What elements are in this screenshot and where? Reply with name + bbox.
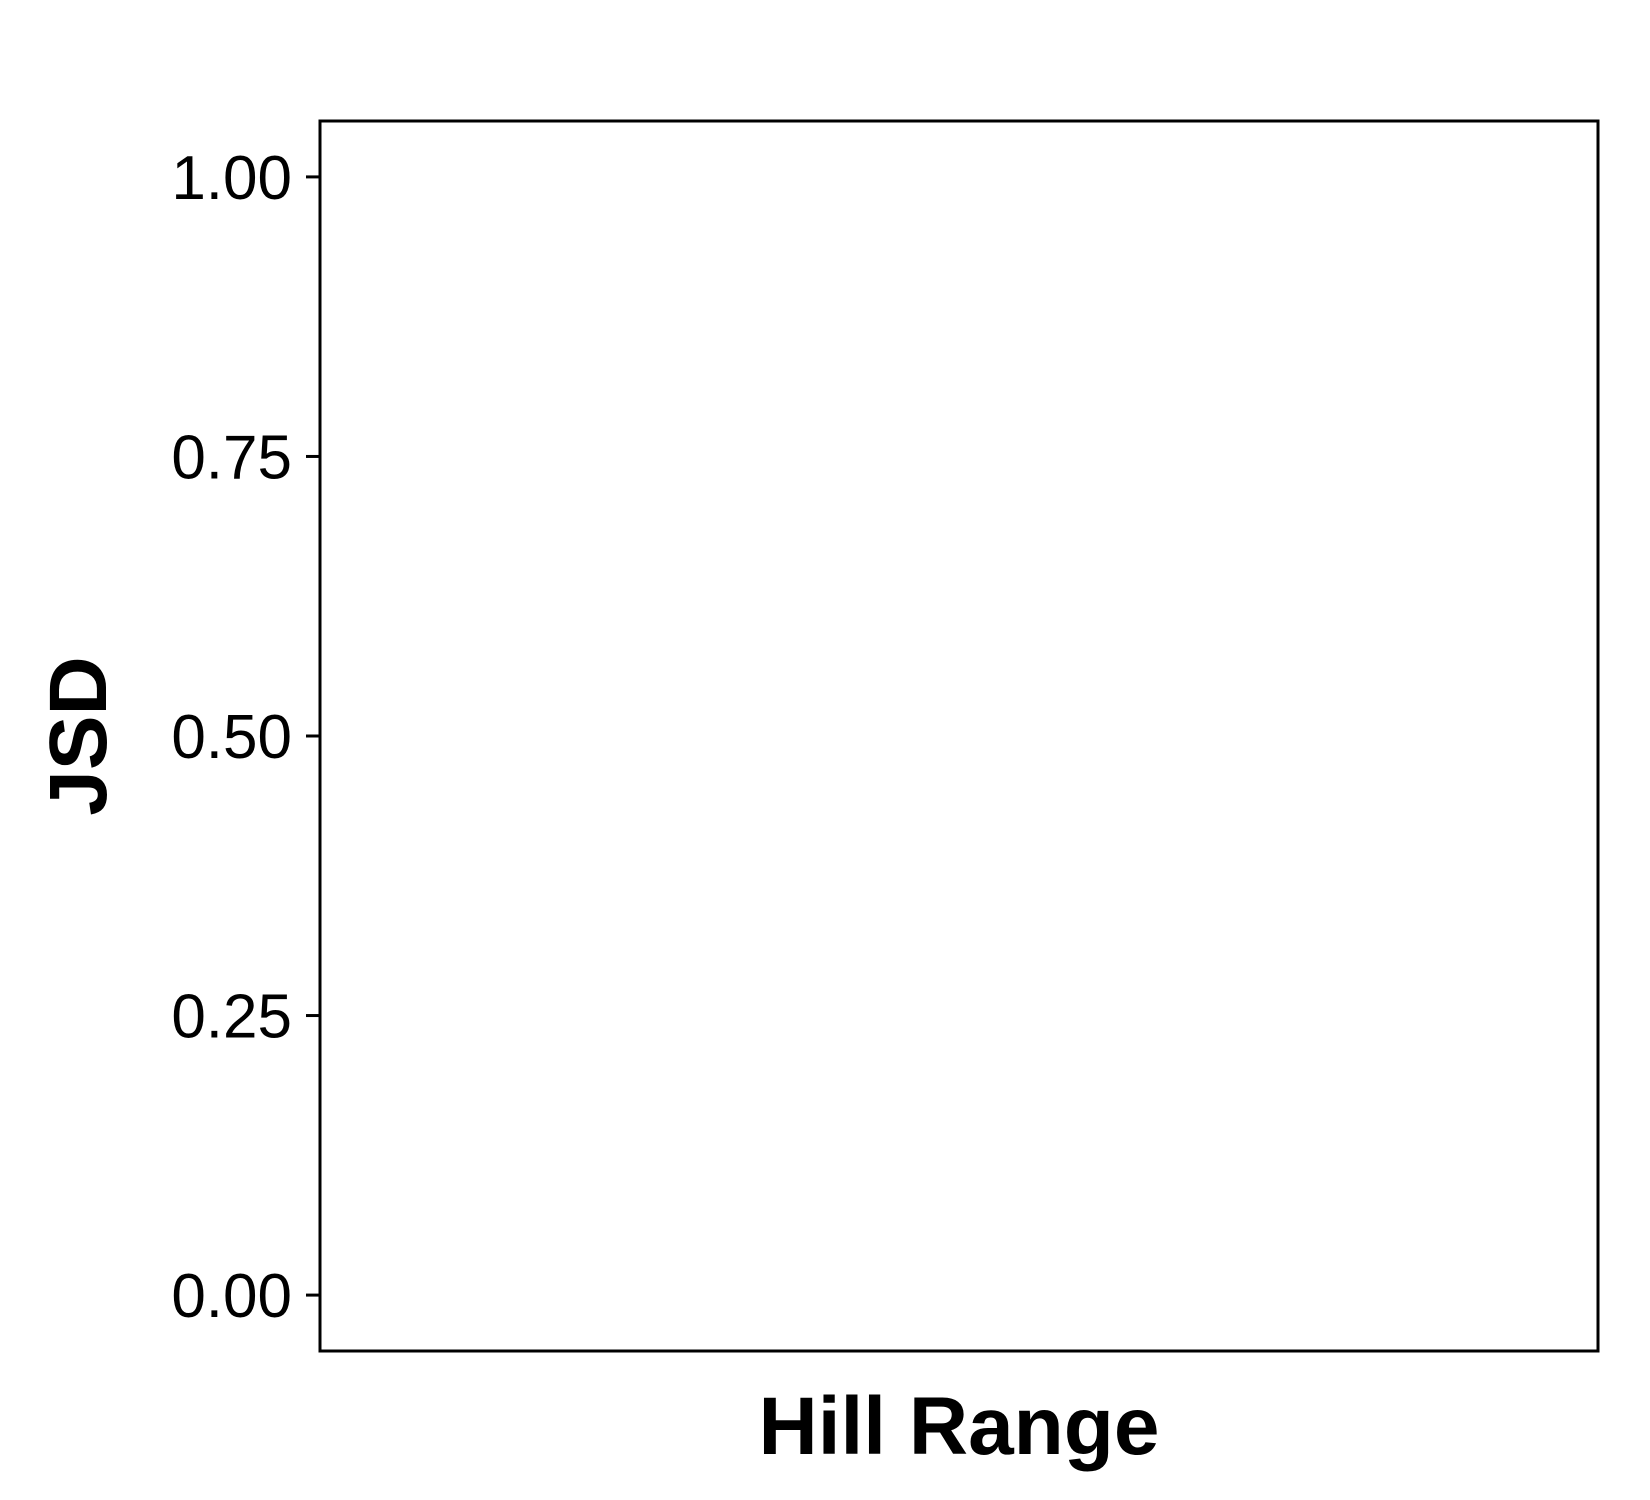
plot-panel — [318, 119, 1600, 1353]
y-axis-title: JSD — [33, 656, 124, 816]
y-tick-label: 0.25 — [171, 983, 292, 1052]
x-axis-title: Hill Range — [759, 1381, 1160, 1472]
y-tick-label: 0.75 — [171, 423, 292, 492]
y-tick-label: 1.00 — [171, 144, 292, 213]
y-axis-ticks: 0.00 0.25 0.50 0.75 1.00 — [171, 144, 320, 1331]
y-tick-label: 0.00 — [171, 1262, 292, 1331]
y-tick-label: 0.50 — [171, 703, 292, 772]
